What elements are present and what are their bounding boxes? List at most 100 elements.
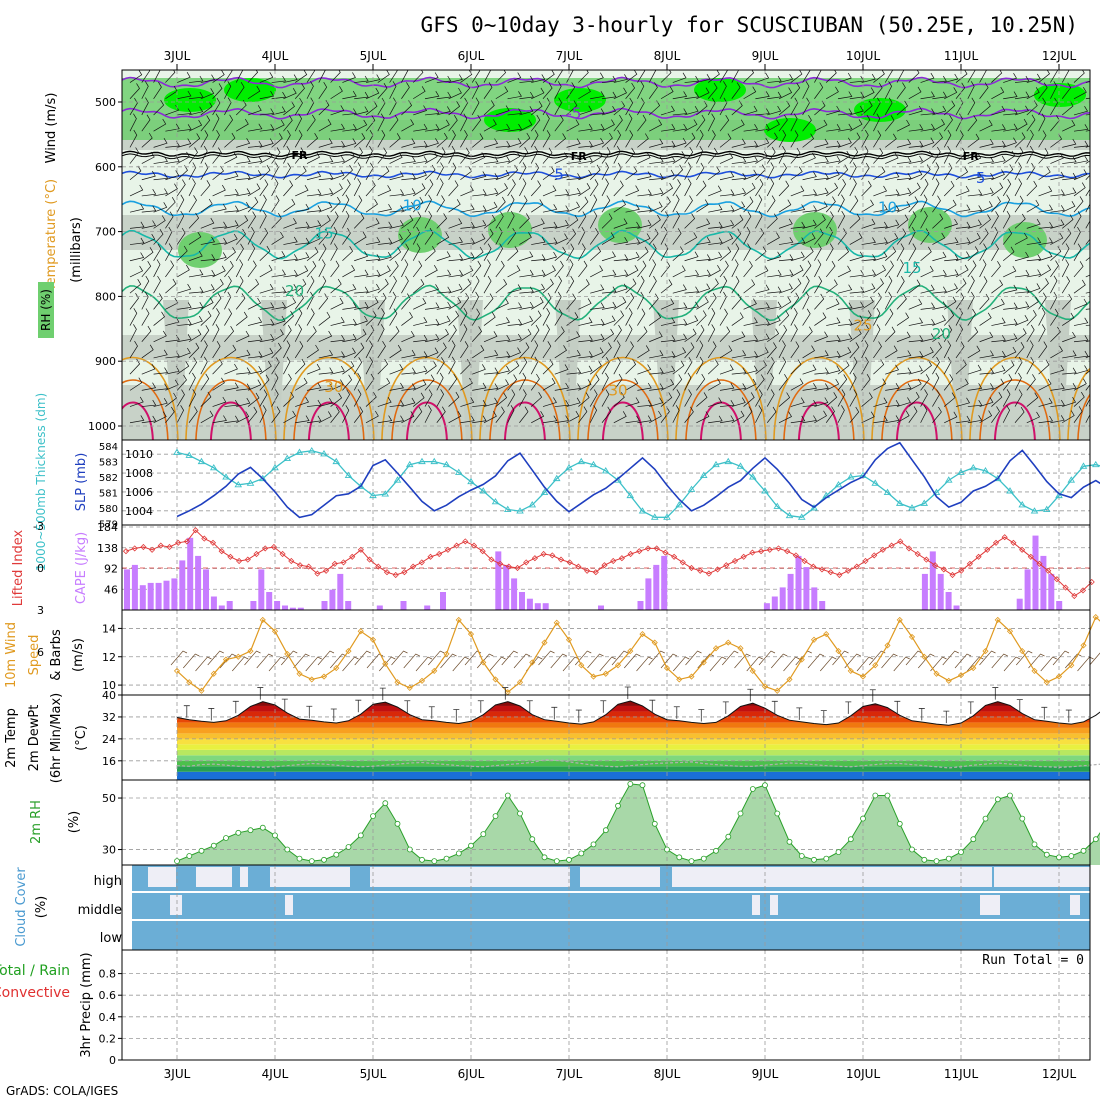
wind-barb <box>212 377 225 391</box>
wind-barb <box>554 364 569 375</box>
wind-barb <box>141 415 157 424</box>
wind10-barb <box>378 656 396 672</box>
wind-barb <box>802 70 811 83</box>
temp-contour-35 <box>503 401 546 440</box>
wind-barb <box>471 246 484 262</box>
wind-barb <box>755 265 769 278</box>
wind-barb <box>1073 211 1082 229</box>
wind-barb <box>979 259 987 278</box>
wind-barb <box>353 357 363 375</box>
wind-barb <box>660 169 675 181</box>
wind-barb <box>519 132 531 148</box>
wind-barb <box>896 243 905 261</box>
wind-barb <box>837 108 853 116</box>
wind-barb <box>566 367 582 375</box>
wind-barb <box>955 308 963 326</box>
temp-contour--5 <box>122 107 1090 120</box>
thickness-tick: 584 <box>99 442 118 453</box>
wind-barb <box>401 349 416 359</box>
wind-barb <box>908 226 916 245</box>
wind-barb <box>849 315 864 326</box>
wind-barb <box>920 246 932 262</box>
rh-column <box>947 300 973 440</box>
wind-barb <box>719 345 733 359</box>
wind-barb <box>247 366 263 375</box>
wind-barb <box>861 199 874 213</box>
cape-bar <box>274 601 281 610</box>
wind-barb <box>991 124 1006 132</box>
wind-barb <box>884 275 893 294</box>
wind-barb <box>530 130 539 148</box>
wind-barb <box>495 243 504 261</box>
wind-barb <box>672 194 680 213</box>
wind-barb <box>660 105 675 116</box>
wind-barb <box>684 328 697 343</box>
wind-barb <box>483 349 499 359</box>
wind-barb <box>731 331 746 343</box>
wind-barb <box>1014 105 1029 116</box>
lifted-point <box>1001 534 1008 541</box>
wind-barb <box>507 123 523 132</box>
thickness-point <box>405 460 414 468</box>
wind-barb <box>873 113 881 132</box>
wind10-point <box>1043 679 1050 686</box>
wind-barb <box>342 108 357 116</box>
wind-barb <box>542 147 553 164</box>
wind10-barb <box>611 650 629 666</box>
wind-barb <box>413 379 427 391</box>
wind-barb <box>767 232 780 245</box>
wind-barb <box>153 275 161 294</box>
wind-barb <box>743 70 755 83</box>
wind-barb <box>649 397 664 407</box>
wind-barb <box>1014 328 1027 343</box>
wind-barb <box>129 279 142 294</box>
wind-barb <box>200 198 213 213</box>
wind10-point <box>504 689 511 696</box>
wind-barb <box>837 405 845 423</box>
wind-barb <box>613 74 628 83</box>
wind-barb <box>1003 318 1018 326</box>
lifted-point <box>436 550 443 558</box>
wind-barb <box>849 232 863 245</box>
rh-swatch <box>38 282 54 338</box>
wind-barb <box>530 340 539 359</box>
wind-barb <box>766 162 775 180</box>
thickness-point <box>638 507 647 514</box>
wind10-barb <box>219 653 237 669</box>
pressure-tick: 1000 <box>88 420 116 433</box>
wind10-point <box>259 616 266 623</box>
wind-barb <box>318 215 331 229</box>
wind-barb <box>247 260 257 278</box>
minmax-mark <box>330 708 337 721</box>
lifted-point <box>557 556 565 563</box>
wind-barb <box>295 185 309 197</box>
wind-barb <box>589 360 602 375</box>
minmax-mark <box>232 700 239 714</box>
wind-barb <box>1026 87 1040 100</box>
wind10-axis-label-a: 10m Wind <box>4 622 19 688</box>
wind-barb <box>176 245 188 262</box>
wind-barb <box>436 315 451 326</box>
wind-barb <box>294 83 305 99</box>
wind-barb <box>861 296 874 310</box>
wind-barb <box>1050 364 1065 375</box>
wind-barb <box>1014 315 1029 326</box>
rh2m-axis-label: 2m RH <box>29 800 44 844</box>
wind-barb <box>908 261 919 278</box>
wind-barb <box>236 118 249 132</box>
wind-barb <box>235 82 245 99</box>
wind-barb <box>660 392 673 407</box>
wind-barb <box>353 389 362 407</box>
wind-barb <box>188 195 197 213</box>
precip-tick: 0.6 <box>99 989 117 1002</box>
wind10-point <box>614 662 622 669</box>
wind-barb <box>920 389 928 407</box>
wind-barb <box>908 365 923 375</box>
temp-axis-label-c: (6hr Min/Max) <box>49 693 64 783</box>
wind10-barb <box>819 656 837 672</box>
wind-barb <box>660 196 671 213</box>
wind-barb <box>141 291 149 310</box>
lifted-point <box>984 546 991 553</box>
wind-barb <box>188 389 197 407</box>
wind-barb <box>613 145 621 164</box>
